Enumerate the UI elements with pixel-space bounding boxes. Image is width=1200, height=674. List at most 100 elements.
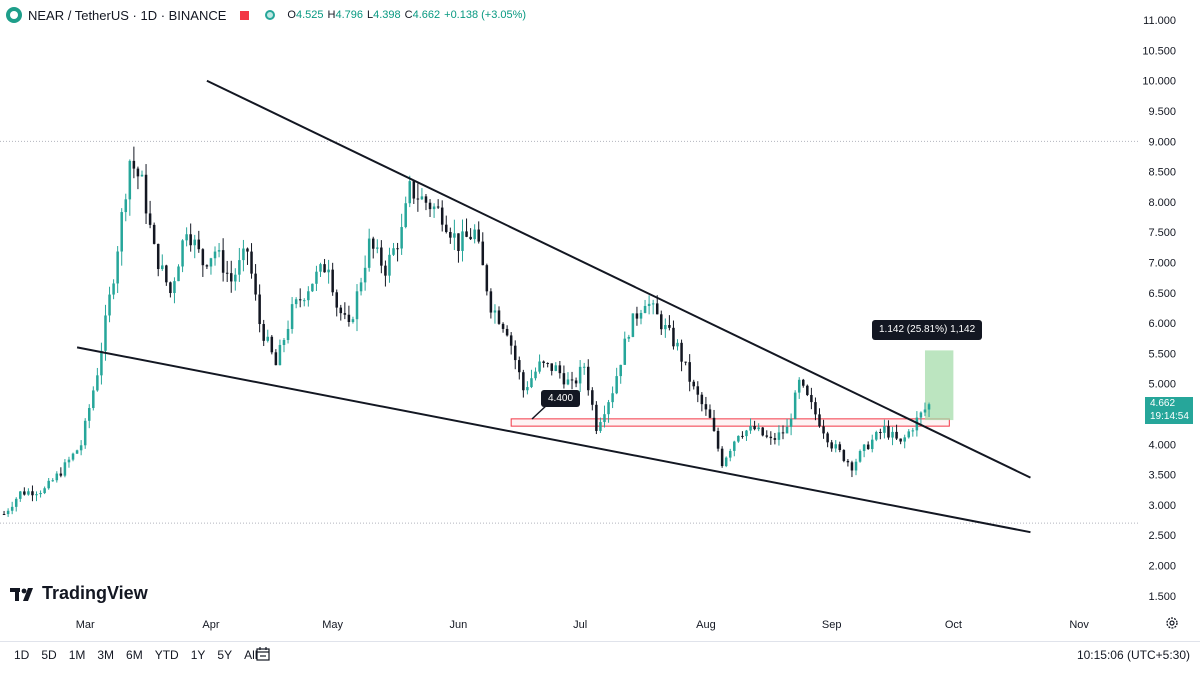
candle-body — [481, 241, 485, 266]
candle-body — [903, 437, 906, 442]
candle-body — [655, 303, 659, 315]
candle — [396, 242, 399, 262]
candle — [627, 334, 631, 342]
candle — [376, 239, 379, 254]
range-button-5y[interactable]: 5Y — [217, 648, 233, 662]
candle-body — [242, 248, 245, 261]
candle-body — [664, 325, 667, 330]
candle-body — [254, 273, 257, 295]
candle — [765, 430, 769, 439]
candle-body — [262, 324, 265, 341]
range-button-1y[interactable]: 1Y — [190, 648, 206, 662]
candle-body — [104, 315, 107, 351]
candle — [870, 434, 874, 453]
eye-icon[interactable] — [265, 10, 276, 20]
candle — [177, 264, 180, 282]
candle-body — [554, 365, 558, 371]
price-axis[interactable]: 11.000 10.500 10.000 9.500 9.000 8.500 8.000 7.… — [1142, 15, 1176, 603]
candle — [128, 159, 132, 216]
candle — [603, 405, 606, 428]
candle-body — [278, 344, 282, 366]
candle — [802, 378, 805, 388]
candle-body — [927, 404, 931, 410]
candle — [79, 440, 83, 456]
tradingview-logo[interactable]: TradingView — [10, 583, 148, 604]
candle — [197, 230, 201, 253]
candle — [205, 264, 209, 270]
candle-body — [858, 451, 862, 462]
date-range-calendar-icon[interactable] — [255, 646, 271, 662]
candle — [156, 243, 160, 277]
candle-body — [842, 450, 846, 461]
candle — [846, 459, 850, 467]
candle-body — [144, 174, 148, 214]
price-tick-label: 7.000 — [1148, 258, 1176, 270]
candle — [270, 335, 274, 355]
candle-body — [359, 282, 363, 292]
settings-gear-icon[interactable] — [1165, 616, 1179, 630]
candle — [814, 397, 817, 421]
support-zone-layer — [510, 350, 954, 427]
symbol-title[interactable]: NEAR / TetherUS · 1D · BINANCE — [28, 7, 227, 23]
flag-icon[interactable] — [240, 10, 250, 20]
range-button-5d[interactable]: 5D — [41, 648, 57, 662]
candle-body — [704, 404, 708, 410]
range-button-1d[interactable]: 1D — [14, 648, 30, 662]
range-button-6m[interactable]: 6M — [126, 648, 143, 662]
candle — [161, 254, 164, 271]
candle — [651, 299, 655, 315]
candle-body — [745, 430, 748, 437]
candle — [554, 362, 558, 372]
candle — [688, 354, 691, 392]
candle — [899, 438, 902, 445]
candle-body — [392, 248, 395, 255]
candle — [6, 508, 10, 517]
candle — [327, 259, 330, 284]
candle-body — [899, 438, 902, 442]
candle-body — [165, 265, 168, 283]
candle-body — [27, 491, 30, 495]
candle-body — [420, 196, 424, 200]
candle-body — [785, 426, 789, 434]
candle — [307, 286, 310, 307]
candle — [185, 227, 188, 247]
candle-body — [757, 427, 760, 430]
range-button-1m[interactable]: 1M — [68, 648, 86, 662]
candle-body — [189, 234, 192, 246]
candle — [757, 423, 760, 432]
candle — [676, 339, 679, 351]
candle-body — [676, 342, 679, 347]
candle-body — [412, 181, 416, 199]
candle — [903, 434, 906, 449]
candle-body — [461, 231, 464, 251]
candle-body — [108, 294, 111, 316]
price-tick-label: 9.000 — [1148, 136, 1176, 148]
candle — [234, 268, 237, 291]
range-button-ytd[interactable]: YTD — [154, 648, 179, 662]
candle — [773, 432, 777, 445]
candle-body — [708, 409, 712, 418]
range-button-3m[interactable]: 3M — [97, 648, 115, 662]
candle-body — [485, 265, 489, 292]
candle — [489, 288, 493, 319]
range-button-all[interactable]: All — [244, 648, 258, 662]
clock-timezone[interactable]: 10:15:06 (UTC+5:30) — [1076, 648, 1190, 662]
candle-body — [428, 202, 432, 210]
candle — [866, 441, 870, 450]
candle-body — [311, 283, 314, 292]
candle-body — [221, 250, 225, 273]
candle — [550, 363, 554, 376]
candle-body — [700, 394, 704, 405]
ohlc-values: O4.525 H4.796 L4.398 C4.662 +0.138 (+3.0… — [287, 9, 527, 21]
candle — [286, 320, 290, 344]
candle-body — [611, 393, 614, 403]
candle — [87, 404, 91, 429]
candle-body — [505, 328, 509, 336]
price-tick-label: 7.500 — [1148, 227, 1176, 239]
candle-body — [672, 327, 675, 347]
time-axis[interactable]: Mar Apr May Jun Jul Aug Sep Oct Nov — [76, 619, 1090, 631]
candle — [623, 331, 627, 365]
candle-body — [923, 409, 927, 413]
candle-body — [380, 247, 383, 266]
